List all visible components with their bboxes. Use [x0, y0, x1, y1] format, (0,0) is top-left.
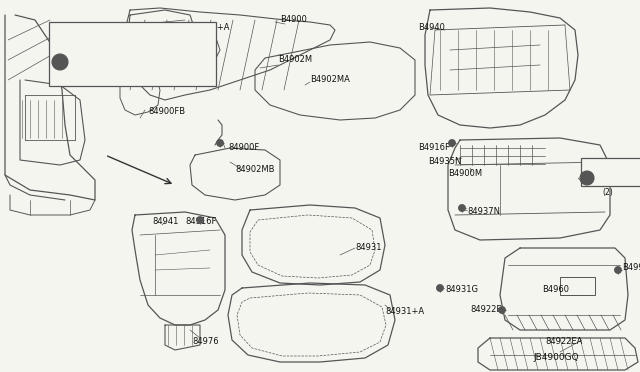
Text: B4900: B4900 — [280, 16, 307, 25]
Text: 84916F: 84916F — [185, 218, 216, 227]
Text: B4935N: B4935N — [428, 157, 461, 167]
Text: B4992: B4992 — [622, 263, 640, 273]
Text: B4902MA: B4902MA — [310, 76, 350, 84]
Text: 8: 8 — [584, 173, 589, 183]
Text: 84900F: 84900F — [228, 144, 259, 153]
Text: 84931+A: 84931+A — [385, 308, 424, 317]
Text: B4900+A: B4900+A — [190, 23, 230, 32]
Text: B4900M: B4900M — [448, 170, 482, 179]
FancyBboxPatch shape — [581, 158, 640, 186]
Text: JB4900GQ: JB4900GQ — [533, 353, 579, 362]
Text: B4902M: B4902M — [278, 55, 312, 64]
Text: B4916F: B4916F — [418, 144, 450, 153]
Circle shape — [458, 205, 465, 212]
Text: 84922EA: 84922EA — [545, 337, 582, 346]
Text: 84922E: 84922E — [470, 305, 502, 314]
Text: 84931G: 84931G — [445, 285, 478, 295]
Circle shape — [614, 266, 621, 273]
Text: (2): (2) — [602, 187, 612, 196]
Text: 5: 5 — [58, 58, 63, 67]
Circle shape — [436, 285, 444, 292]
Text: 84900FA: 84900FA — [162, 48, 198, 58]
Circle shape — [499, 307, 506, 314]
Text: 84902MB: 84902MB — [235, 166, 275, 174]
Text: (2): (2) — [78, 70, 90, 78]
Text: 84944N: 84944N — [115, 38, 148, 46]
Circle shape — [52, 54, 68, 70]
Bar — [560, 277, 595, 295]
Circle shape — [580, 171, 594, 185]
Text: 08146-6162G: 08146-6162G — [590, 176, 640, 185]
Text: B4960: B4960 — [542, 285, 569, 295]
Text: 84900FB: 84900FB — [148, 108, 185, 116]
Text: 84931: 84931 — [355, 244, 381, 253]
Text: 08523-51642: 08523-51642 — [72, 58, 128, 67]
Circle shape — [196, 217, 204, 224]
Text: 84941: 84941 — [152, 218, 179, 227]
Circle shape — [216, 140, 223, 147]
Text: 84976: 84976 — [192, 337, 219, 346]
Text: 84937N: 84937N — [467, 208, 500, 217]
Text: B4940: B4940 — [418, 23, 445, 32]
FancyBboxPatch shape — [49, 22, 216, 86]
Circle shape — [449, 140, 456, 147]
